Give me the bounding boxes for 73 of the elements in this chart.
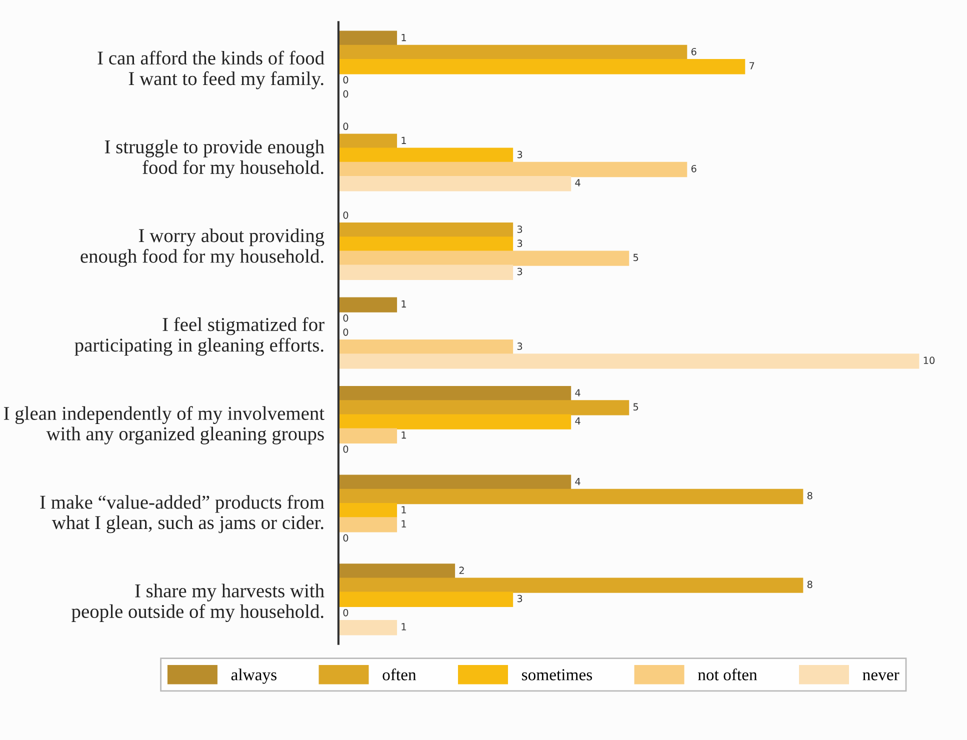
- y-tick-label: I make “value-added” products from what I glean, such as jams or cider.: [40, 494, 324, 534]
- bar: [338, 162, 688, 178]
- data-label: 0: [343, 314, 348, 322]
- y-tick-label: I feel stigmatized for participating in gleaning efforts.: [74, 317, 324, 356]
- bar: [338, 488, 804, 504]
- data-label: 8: [807, 580, 812, 588]
- data-label: 0: [343, 608, 348, 616]
- legend-label: not often: [698, 668, 758, 680]
- data-label: 0: [343, 122, 348, 130]
- y-tick-label: I can afford the kinds of food I want to feed my family.: [98, 50, 324, 90]
- bar: [338, 250, 630, 266]
- bar: [338, 339, 514, 355]
- legend-label: often: [382, 668, 416, 680]
- bar: [338, 564, 456, 579]
- bar: [338, 386, 572, 402]
- y-tick-label: I worry about providing enough food for my household.: [80, 228, 324, 267]
- data-label: 0: [343, 211, 348, 219]
- data-label: 1: [402, 300, 406, 308]
- data-label: 0: [343, 534, 348, 542]
- data-label: 5: [633, 403, 638, 411]
- bar: [338, 58, 746, 74]
- data-label: 2: [459, 566, 464, 574]
- bar: [338, 428, 398, 444]
- data-label: 3: [517, 240, 522, 248]
- bar: [338, 222, 514, 238]
- bar: [338, 236, 514, 252]
- data-label: 0: [343, 76, 348, 84]
- data-label: 1: [402, 34, 406, 42]
- bar: [338, 297, 398, 312]
- bar: [338, 134, 398, 149]
- legend-label: sometimes: [522, 669, 592, 680]
- data-label: 3: [517, 594, 522, 602]
- y-tick-label: I share my harvests with people outside of my household.: [72, 584, 324, 622]
- bar: [338, 400, 630, 416]
- data-label: 3: [517, 150, 522, 158]
- data-label: 1: [402, 431, 406, 439]
- data-label: 3: [517, 226, 522, 233]
- bar: [338, 502, 398, 518]
- bar: [338, 578, 804, 593]
- data-label: 4: [575, 179, 580, 186]
- bar: [338, 620, 398, 636]
- bar: [338, 414, 572, 430]
- data-label: 1: [402, 506, 406, 514]
- bar: [338, 592, 514, 608]
- data-label: 3: [517, 342, 522, 350]
- bar: [338, 148, 514, 164]
- data-label: 3: [517, 268, 522, 276]
- y-tick-label: I struggle to provide enough food for my household.: [104, 140, 324, 178]
- bar: [338, 44, 688, 60]
- bar: [338, 474, 572, 490]
- bar: [338, 517, 398, 532]
- bar: [338, 354, 920, 369]
- data-label: 0: [343, 445, 348, 453]
- data-label: 1: [402, 623, 406, 630]
- data-label: 6: [691, 48, 696, 56]
- bar: [338, 176, 572, 192]
- legend-label: never: [862, 672, 900, 680]
- data-label: 6: [691, 164, 696, 172]
- data-label: 8: [807, 492, 812, 500]
- data-label: 7: [750, 62, 754, 70]
- bar: [338, 264, 514, 280]
- data-label: 0: [343, 90, 348, 98]
- data-label: 10: [924, 356, 935, 364]
- data-label: 4: [575, 417, 580, 424]
- legend-label: always: [231, 668, 276, 684]
- data-label: 1: [402, 136, 406, 144]
- data-label: 1: [402, 520, 406, 528]
- y-tick-label: I glean independently of my involvement with any organized gleaning groups: [4, 406, 324, 444]
- data-label: 5: [633, 254, 638, 262]
- bar: [338, 30, 398, 46]
- data-label: 0: [343, 328, 348, 336]
- data-label: 4: [575, 478, 580, 486]
- data-label: 4: [575, 389, 580, 396]
